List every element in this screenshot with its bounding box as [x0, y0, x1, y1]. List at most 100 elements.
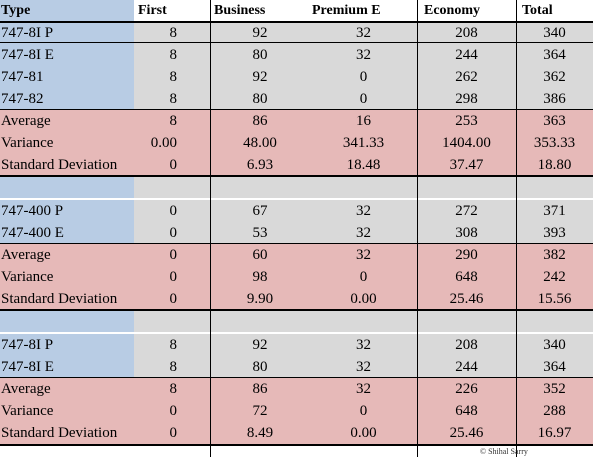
- divider: [0, 21, 593, 23]
- economy-value: 648: [455, 403, 478, 419]
- total-value: 353.33: [533, 135, 576, 151]
- aircraft-type: 747-82: [0, 88, 134, 110]
- spacer-cell: [0, 310, 134, 332]
- economy-value: 290: [455, 247, 478, 263]
- business-value: 6.93: [246, 157, 274, 173]
- spacer-cell: [210, 310, 310, 332]
- table-row: 747-8I P 8 92 32 208 340: [0, 22, 593, 44]
- first-value: 8: [134, 88, 210, 110]
- first-value: 0: [169, 157, 178, 173]
- economy-value: 648: [455, 269, 478, 285]
- copyright-note: © Shihal Sarry: [480, 447, 528, 456]
- stats-row-standard-deviation: Standard Deviation 0 6.93 18.48 37.47 18…: [0, 154, 593, 176]
- business-value: 67: [210, 200, 310, 222]
- divider: [0, 243, 593, 244]
- business-value: 86: [252, 381, 268, 397]
- premium-economy-value: 32: [356, 247, 371, 263]
- business-value: 92: [210, 334, 310, 356]
- group-spacer: [0, 176, 593, 198]
- spacer-cell: [417, 310, 516, 332]
- stats-row-variance: Variance 0 72 0 648 288: [0, 400, 593, 422]
- stat-label: Standard Deviation: [1, 157, 118, 173]
- table-row: 747-82 8 80 0 298 386: [0, 88, 593, 110]
- total-value: 371: [516, 200, 593, 222]
- total-value: 364: [516, 44, 593, 66]
- aircraft-type: 747-81: [0, 66, 134, 88]
- aircraft-type: 747-8I P: [0, 22, 134, 44]
- premium-economy-value: 32: [310, 222, 417, 244]
- first-value: 8: [134, 22, 210, 44]
- business-value: 80: [210, 44, 310, 66]
- first-value: 0: [169, 269, 178, 285]
- premium-economy-value: 0: [359, 403, 368, 419]
- economy-value: 298: [417, 88, 516, 110]
- first-value: 8: [169, 381, 178, 397]
- spacer-cell: [210, 176, 310, 198]
- economy-value: 25.46: [449, 291, 484, 307]
- business-value: 80: [210, 88, 310, 110]
- first-value: 0: [169, 403, 178, 419]
- premium-economy-value: 32: [310, 22, 417, 44]
- total-value: 393: [516, 222, 593, 244]
- stats-row-average: Average 0 60 32 290 382: [0, 244, 593, 266]
- header-type: Type: [0, 0, 134, 22]
- total-value: 340: [516, 22, 593, 44]
- divider: [0, 42, 593, 43]
- premium-economy-value: 16: [356, 113, 371, 129]
- stats-row-standard-deviation: Standard Deviation 0 9.90 0.00 25.46 15.…: [0, 288, 593, 310]
- table-row: 747-8I E 8 80 32 244 364: [0, 44, 593, 66]
- divider: [0, 309, 593, 311]
- stats-row-variance: Variance 0.00 48.00 341.33 1404.00 353.3…: [0, 132, 593, 154]
- business-value: 53: [210, 222, 310, 244]
- first-value: 0: [134, 200, 210, 222]
- divider: [0, 175, 593, 177]
- total-value: 363: [543, 113, 566, 129]
- stat-label: Average: [1, 113, 51, 129]
- premium-economy-value: 18.48: [346, 157, 381, 173]
- premium-economy-value: 32: [310, 356, 417, 378]
- total-value: 15.56: [537, 291, 572, 307]
- economy-value: 308: [417, 222, 516, 244]
- header-economy: Economy: [417, 0, 516, 22]
- premium-economy-value: 32: [310, 200, 417, 222]
- first-value: 0: [169, 291, 178, 307]
- aircraft-type: 747-8I E: [0, 356, 134, 378]
- divider: [0, 444, 593, 446]
- header-total: Total: [516, 0, 593, 22]
- stats-row-average: Average 8 86 16 253 363: [0, 110, 593, 132]
- economy-value: 244: [417, 44, 516, 66]
- first-value: 8: [134, 66, 210, 88]
- table-row: 747-81 8 92 0 262 362: [0, 66, 593, 88]
- group-spacer: [0, 310, 593, 332]
- header-first: First: [134, 0, 210, 22]
- economy-value: 208: [417, 22, 516, 44]
- premium-economy-value: 0.00: [350, 291, 377, 307]
- premium-economy-value: 0: [310, 88, 417, 110]
- total-value: 288: [543, 403, 566, 419]
- first-value: 8: [134, 334, 210, 356]
- economy-value: 253: [455, 113, 478, 129]
- business-value: 9.90: [246, 291, 274, 307]
- premium-economy-value: 341.33: [342, 135, 385, 151]
- first-value: 8: [169, 113, 178, 129]
- total-value: 352: [543, 381, 566, 397]
- total-value: 242: [543, 269, 566, 285]
- table-row: 747-400 E 0 53 32 308 393: [0, 222, 593, 244]
- business-value: 86: [252, 113, 268, 129]
- total-value: 340: [516, 334, 593, 356]
- total-value: 386: [516, 88, 593, 110]
- business-value: 8.49: [246, 425, 274, 441]
- stat-label: Average: [1, 247, 51, 263]
- stats-row-average: Average 8 86 32 226 352: [0, 378, 593, 400]
- bottom-strip: [0, 444, 593, 457]
- premium-economy-value: 0.00: [350, 425, 377, 441]
- economy-value: 1404.00: [442, 135, 491, 151]
- first-value: 0.00: [150, 135, 177, 151]
- first-value: 0: [169, 247, 178, 263]
- economy-value: 262: [417, 66, 516, 88]
- first-value: 0: [134, 222, 210, 244]
- header-row: Type First Business Premium E Economy To…: [0, 0, 593, 22]
- spacer-cell: [310, 176, 417, 198]
- stats-row-variance: Variance 0 98 0 648 242: [0, 266, 593, 288]
- total-value: 382: [543, 247, 566, 263]
